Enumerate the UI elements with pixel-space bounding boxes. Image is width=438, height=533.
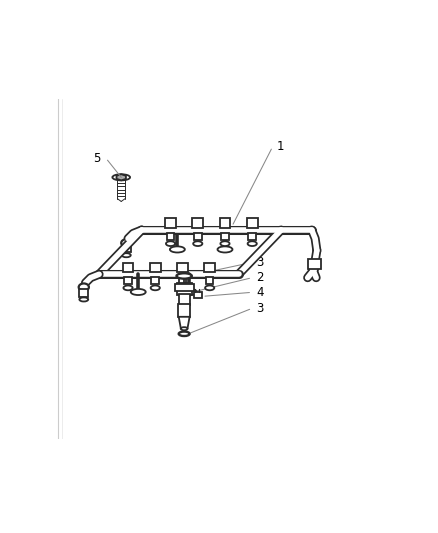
Ellipse shape <box>180 327 187 330</box>
Bar <box>219 219 230 228</box>
Bar <box>122 245 131 253</box>
Bar <box>221 233 228 240</box>
Bar <box>174 285 193 290</box>
Bar <box>193 292 202 298</box>
Text: 3: 3 <box>256 302 263 315</box>
Ellipse shape <box>122 253 131 257</box>
Ellipse shape <box>123 286 132 290</box>
Bar <box>79 289 88 297</box>
Bar <box>205 277 213 285</box>
Ellipse shape <box>79 297 88 302</box>
Bar <box>122 263 133 272</box>
Polygon shape <box>116 174 126 180</box>
Bar <box>165 219 176 228</box>
Bar <box>177 263 187 272</box>
Ellipse shape <box>217 246 232 253</box>
Ellipse shape <box>121 239 131 247</box>
Bar <box>176 283 191 295</box>
Bar <box>124 277 131 285</box>
Ellipse shape <box>150 286 159 290</box>
Bar <box>248 233 255 240</box>
Bar <box>307 259 320 269</box>
Text: 3: 3 <box>256 256 263 269</box>
Bar <box>166 233 174 240</box>
Ellipse shape <box>205 286 214 290</box>
Ellipse shape <box>170 246 184 253</box>
Bar <box>204 263 215 272</box>
Ellipse shape <box>178 332 189 336</box>
Ellipse shape <box>247 241 256 246</box>
Text: 1: 1 <box>276 140 283 153</box>
Bar <box>246 219 257 228</box>
Ellipse shape <box>193 241 202 246</box>
Ellipse shape <box>166 241 175 246</box>
Bar <box>178 277 186 285</box>
Bar <box>194 233 201 240</box>
Text: 5: 5 <box>93 152 101 165</box>
Ellipse shape <box>177 286 187 290</box>
Ellipse shape <box>112 174 130 180</box>
Ellipse shape <box>176 273 191 279</box>
Text: 4: 4 <box>256 286 263 299</box>
Ellipse shape <box>181 289 196 295</box>
Bar <box>178 304 190 317</box>
Ellipse shape <box>78 284 88 291</box>
Bar <box>149 263 160 272</box>
Ellipse shape <box>220 241 229 246</box>
Ellipse shape <box>131 289 145 295</box>
Polygon shape <box>178 317 189 328</box>
Bar <box>192 219 203 228</box>
Text: 2: 2 <box>256 271 263 284</box>
Bar <box>178 294 189 305</box>
Bar <box>151 277 159 285</box>
